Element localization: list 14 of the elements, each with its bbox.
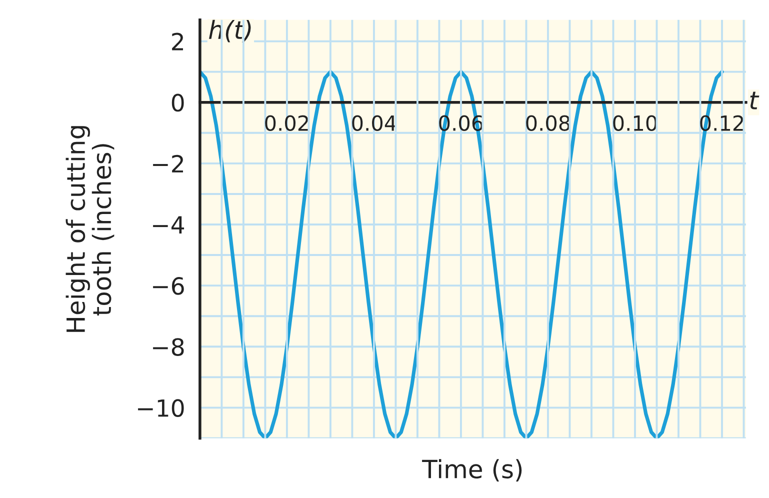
y-tick-label: −2 — [153, 154, 183, 172]
x-tick-label: 0.02 — [265, 115, 308, 131]
y-tick-label: −10 — [138, 399, 184, 418]
y-tick-label: −6 — [153, 277, 184, 295]
x-tick-label: 0.04 — [352, 115, 396, 131]
y-axis-title: Height of cutting tooth (inches) — [66, 126, 114, 332]
x-tick-label: 0.10 — [613, 115, 657, 131]
y-tick-label: −8 — [153, 338, 184, 356]
x-tick-label: 0.08 — [526, 115, 570, 131]
x-axis-title: Time (s) — [422, 459, 522, 482]
text: t — [750, 92, 760, 110]
y-tick-label: 2 — [172, 32, 183, 50]
y-tick-label: 0 — [172, 94, 184, 112]
y-tick-label: −4 — [153, 216, 184, 234]
